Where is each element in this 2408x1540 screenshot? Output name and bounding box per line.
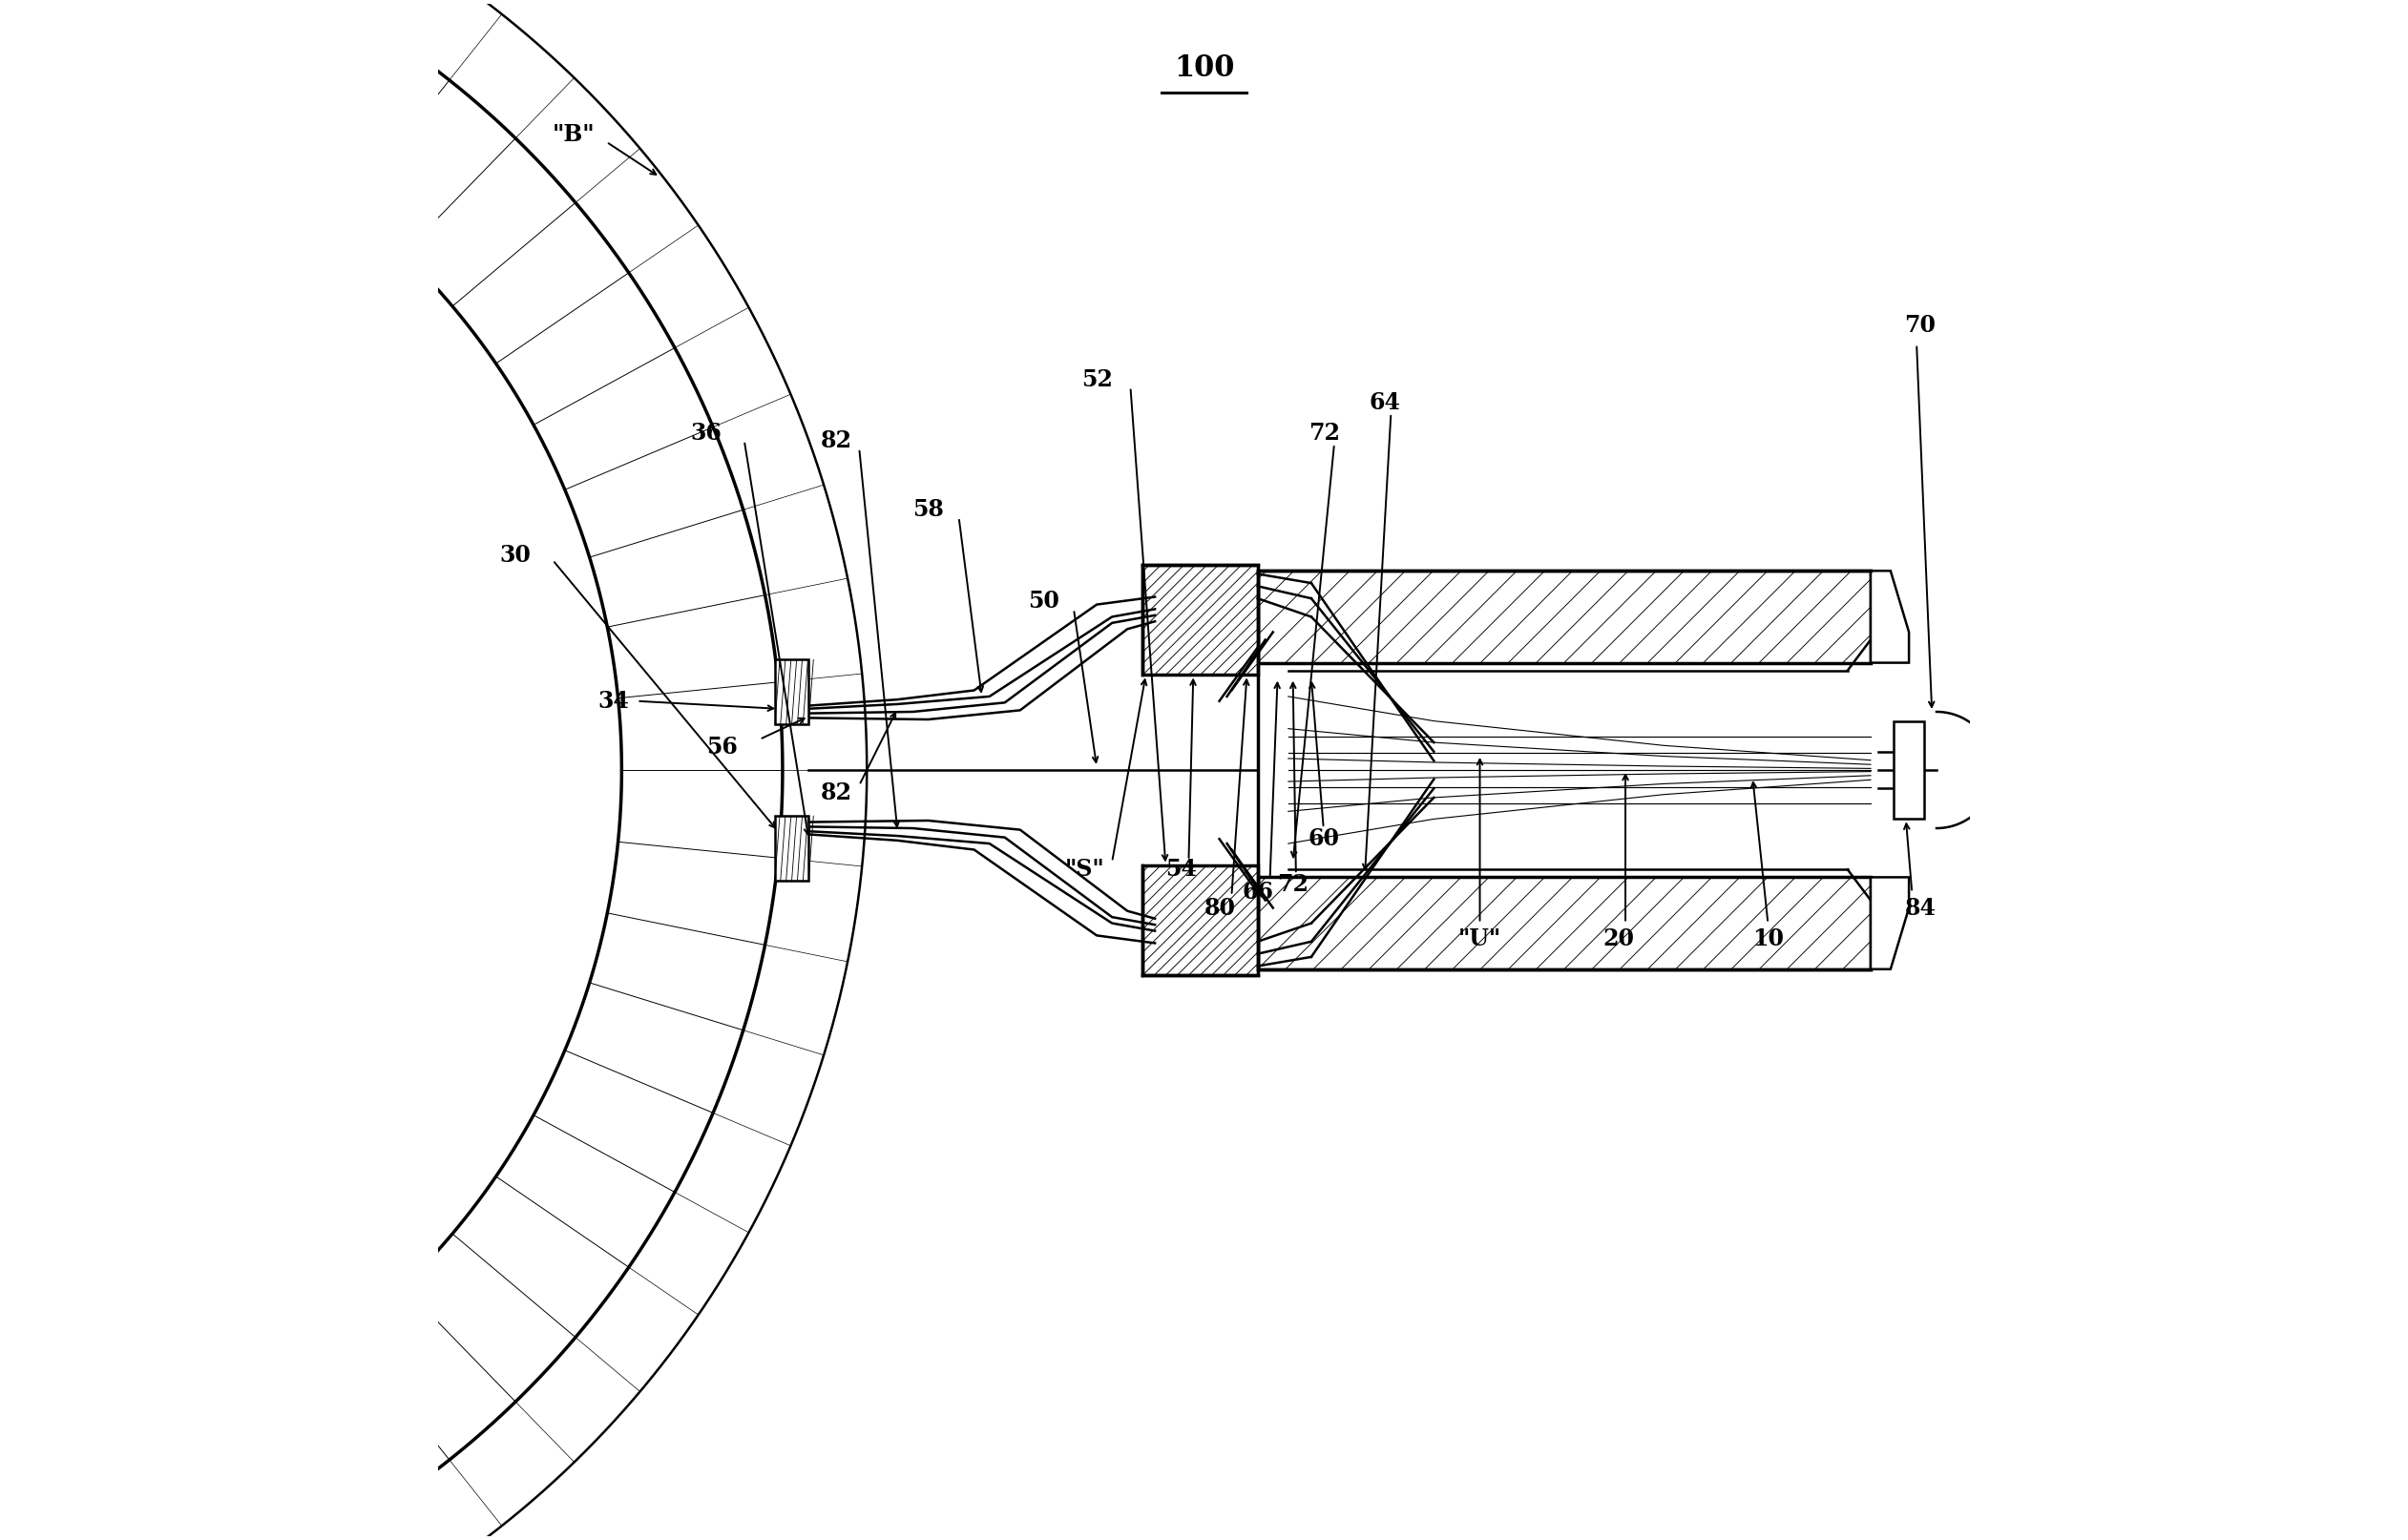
Text: 36: 36 — [691, 422, 722, 445]
Text: 34: 34 — [597, 690, 628, 713]
Bar — [1257, 571, 1871, 662]
Bar — [1144, 865, 1257, 975]
Text: 50: 50 — [1028, 590, 1060, 613]
Text: 72: 72 — [1308, 422, 1339, 445]
Text: 54: 54 — [1165, 858, 1197, 881]
Text: 82: 82 — [821, 430, 852, 453]
Text: 70: 70 — [1905, 314, 1936, 337]
Text: "B": "B" — [554, 123, 595, 146]
Text: 72: 72 — [1279, 873, 1310, 896]
Text: 20: 20 — [1601, 927, 1635, 950]
Text: 82: 82 — [821, 781, 852, 804]
Text: 64: 64 — [1370, 391, 1401, 414]
Text: 30: 30 — [498, 544, 530, 567]
Text: 100: 100 — [1173, 54, 1235, 83]
Text: 58: 58 — [913, 497, 944, 521]
Text: 66: 66 — [1243, 881, 1274, 904]
Text: 80: 80 — [1204, 896, 1235, 919]
Text: 52: 52 — [1081, 368, 1112, 391]
Text: 84: 84 — [1905, 896, 1936, 919]
Bar — [1893, 721, 1924, 819]
Bar — [1144, 565, 1257, 675]
Bar — [775, 659, 809, 724]
Text: 10: 10 — [1753, 927, 1784, 950]
Bar — [775, 816, 809, 881]
Text: 56: 56 — [706, 736, 737, 759]
Bar — [1257, 878, 1871, 969]
Text: "U": "U" — [1459, 927, 1503, 950]
Text: 60: 60 — [1308, 827, 1339, 850]
Polygon shape — [1871, 878, 1910, 969]
Polygon shape — [1871, 571, 1910, 662]
Text: "S": "S" — [1064, 858, 1105, 881]
